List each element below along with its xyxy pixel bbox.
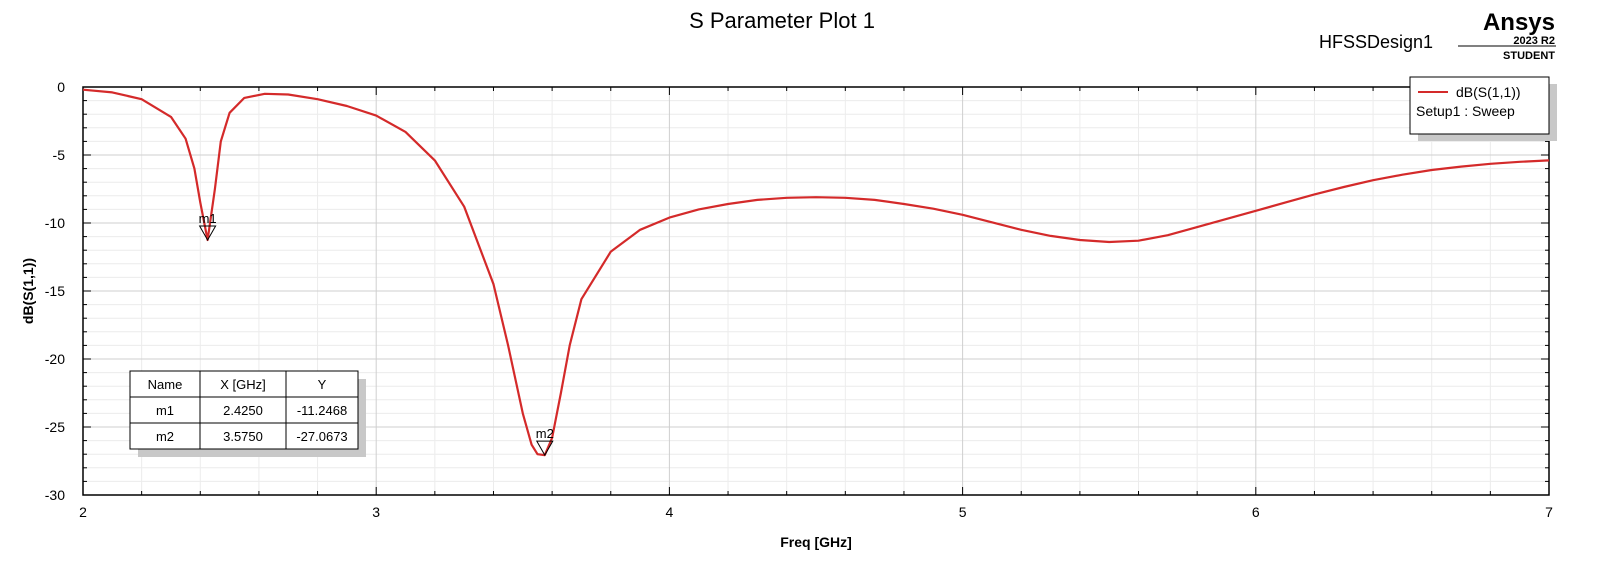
marker-table-cell: -11.2468 — [297, 403, 347, 418]
marker-table-header: Y — [318, 377, 327, 392]
chart-title: S Parameter Plot 1 — [689, 8, 875, 33]
y-tick-label: -10 — [45, 215, 65, 231]
legend-subtitle: Setup1 : Sweep — [1416, 103, 1515, 119]
marker-table-header: Name — [148, 377, 183, 392]
y-tick-label: -30 — [45, 487, 65, 503]
y-tick-label: -15 — [45, 283, 65, 299]
marker-triangle-m2 — [535, 440, 554, 457]
y-tick-label: 0 — [57, 79, 65, 95]
x-tick-label: 5 — [959, 504, 967, 520]
x-tick-label: 4 — [666, 504, 674, 520]
x-tick-label: 6 — [1252, 504, 1260, 520]
x-tick-label: 3 — [372, 504, 380, 520]
plot-area: 2 3 4 5 6 7 0 -5 -10 -15 -20 -25 -30 m1 m2 — [45, 79, 1553, 520]
x-tick-label: 7 — [1545, 504, 1553, 520]
marker-label-m1: m1 — [199, 211, 217, 226]
marker-table-header: X [GHz] — [220, 377, 266, 392]
y-axis-label: dB(S(1,1)) — [20, 258, 36, 324]
x-axis-label: Freq [GHz] — [780, 534, 852, 550]
marker-triangle-m1 — [198, 225, 217, 241]
y-tick-label: -5 — [53, 147, 66, 163]
legend-box — [1409, 76, 1550, 135]
marker-table-cell: -27.0673 — [296, 429, 347, 444]
marker-table-cell: 3.5750 — [223, 429, 263, 444]
major-grid — [83, 87, 1549, 495]
marker-label-m2: m2 — [536, 426, 554, 441]
markers: m1 m2 — [198, 211, 554, 457]
y-tick-label: -25 — [45, 419, 65, 435]
marker-table-cell: m2 — [156, 429, 174, 444]
series-line-db-s11 — [82, 88, 1550, 457]
marker-table: Name X [GHz] Ym1 2.4250 -11.2468 m2 3.5750 -27.… — [129, 370, 366, 457]
x-tick-label: 2 — [79, 504, 87, 520]
y-axis-ticks: 0 -5 -10 -15 -20 -25 -30 — [45, 79, 1549, 503]
y-tick-label: -20 — [45, 351, 65, 367]
legend-entry: dB(S(1,1)) — [1456, 84, 1521, 100]
brand-edition: STUDENT — [1503, 50, 1555, 62]
brand-logo-text: Ansys — [1483, 9, 1555, 36]
marker-table-box — [129, 370, 359, 450]
marker-table-cell: m1 — [156, 403, 174, 418]
design-name: HFSSDesign1 — [1319, 32, 1433, 52]
brand-version: 2023 R2 — [1513, 35, 1555, 47]
marker-table-cell: 2.4250 — [223, 403, 263, 418]
legend: dB(S(1,1)) Setup1 : Sweep — [1409, 76, 1557, 141]
